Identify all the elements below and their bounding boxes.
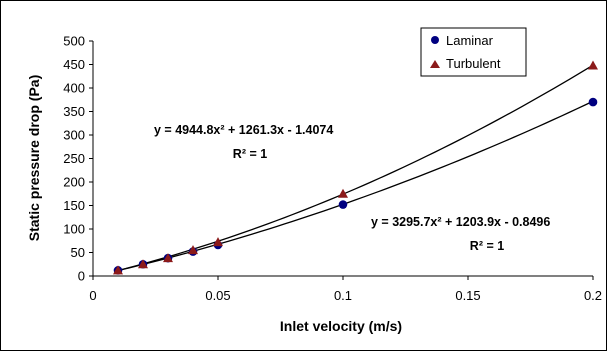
y-tick-label: 300 bbox=[63, 128, 85, 143]
turbulent-equation: y = 4944.8x² + 1261.3x - 1.4074 bbox=[154, 123, 333, 137]
y-tick-label: 200 bbox=[63, 175, 85, 190]
y-tick-label: 150 bbox=[63, 198, 85, 213]
data-points bbox=[113, 60, 598, 275]
laminar-r2: R² = 1 bbox=[470, 239, 504, 253]
turbulent-r2: R² = 1 bbox=[233, 147, 267, 161]
turbulent-point bbox=[188, 245, 198, 255]
y-tick-label: 250 bbox=[63, 151, 85, 166]
turbulent-point bbox=[113, 265, 123, 275]
x-tick-label: 0.2 bbox=[584, 288, 602, 303]
y-ticks: 0 50 100 150 200 250 300 350 400 450 500 bbox=[63, 34, 93, 284]
y-tick-label: 0 bbox=[78, 269, 85, 284]
x-tick-label: 0.05 bbox=[205, 288, 230, 303]
turbulent-point bbox=[163, 253, 173, 263]
y-tick-label: 450 bbox=[63, 57, 85, 72]
laminar-equation: y = 3295.7x² + 1203.9x - 0.8496 bbox=[371, 215, 550, 229]
turbulent-point bbox=[588, 60, 598, 70]
x-ticks: 0 0.05 0.1 0.15 0.2 bbox=[89, 276, 602, 303]
y-tick-label: 100 bbox=[63, 222, 85, 237]
turbulent-trendline bbox=[117, 64, 594, 272]
laminar-point bbox=[588, 97, 598, 107]
legend-turbulent-marker bbox=[430, 60, 440, 68]
trendlines bbox=[117, 64, 594, 272]
y-tick-label: 400 bbox=[63, 81, 85, 96]
legend-turbulent-label: Turbulent bbox=[446, 56, 501, 71]
x-tick-label: 0.1 bbox=[334, 288, 352, 303]
laminar-trendline bbox=[117, 100, 594, 272]
turbulent-point bbox=[338, 188, 348, 198]
legend: Laminar Turbulent bbox=[420, 27, 527, 77]
y-tick-label: 500 bbox=[63, 34, 85, 49]
legend-laminar-marker bbox=[431, 36, 439, 44]
legend-laminar-label: Laminar bbox=[446, 33, 494, 48]
laminar-point bbox=[338, 200, 348, 209]
x-axis-label: Inlet velocity (m/s) bbox=[280, 318, 402, 334]
turbulent-point bbox=[138, 259, 148, 269]
y-tick-label: 50 bbox=[71, 245, 85, 260]
y-axis-label: Static pressure drop (Pa) bbox=[26, 75, 42, 242]
x-tick-label: 0.15 bbox=[455, 288, 480, 303]
equations: y = 4944.8x² + 1261.3x - 1.4074 R² = 1 y… bbox=[154, 123, 550, 253]
y-tick-label: 350 bbox=[63, 104, 85, 119]
turbulent-point bbox=[213, 237, 223, 247]
x-tick-label: 0 bbox=[89, 288, 96, 303]
